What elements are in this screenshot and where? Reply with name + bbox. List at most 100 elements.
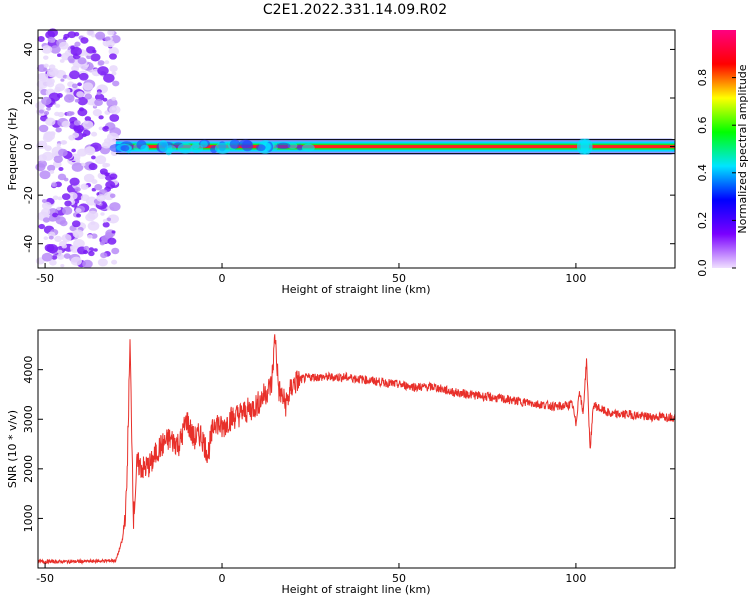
- noise-blob: [41, 252, 53, 262]
- noise-blob: [111, 107, 116, 111]
- noise-blob: [56, 143, 62, 147]
- noise-blob: [36, 79, 49, 89]
- noise-blob: [71, 83, 78, 89]
- noise-blob: [72, 229, 84, 239]
- noise-blob: [41, 96, 52, 106]
- carrier-blob: [301, 143, 315, 152]
- colorbar-tick-label: 0.2: [696, 212, 709, 230]
- noise-blob: [102, 221, 110, 228]
- carrier-blob: [190, 144, 204, 153]
- noise-blob: [111, 230, 116, 234]
- noise-blob: [51, 182, 58, 188]
- noise-blob: [107, 237, 117, 245]
- y-tick-label: 4000: [22, 356, 35, 384]
- carrier-core: [121, 145, 676, 149]
- noise-blob: [54, 86, 62, 93]
- x-tick-label: 100: [565, 572, 586, 585]
- noise-blob: [107, 29, 115, 36]
- colorbar-tick-label: 0.4: [696, 164, 709, 182]
- carrier-blob: [296, 144, 304, 151]
- noise-blob: [56, 206, 62, 211]
- noise-blob: [98, 115, 104, 120]
- noise-blob: [96, 91, 102, 96]
- noise-blob: [56, 253, 65, 260]
- noise-blob: [102, 218, 108, 223]
- noise-blob: [80, 37, 89, 44]
- x-tick-label: 0: [219, 272, 226, 285]
- noise-blob: [109, 193, 116, 198]
- noise-blob: [77, 57, 87, 65]
- noise-blob: [84, 93, 93, 100]
- y-tick-label: 20: [22, 91, 35, 105]
- noise-blob: [105, 180, 116, 189]
- noise-blob: [87, 221, 100, 231]
- noise-blob: [101, 141, 111, 149]
- noise-blob: [109, 53, 117, 60]
- noise-blob: [38, 124, 49, 133]
- y-tick-label: -40: [22, 235, 35, 253]
- noise-blob: [111, 71, 117, 76]
- noise-blob: [90, 53, 101, 62]
- carrier-blob: [200, 140, 208, 148]
- noise-blob: [76, 91, 85, 98]
- y-tick-label: 40: [22, 42, 35, 56]
- noise-blob: [37, 35, 45, 42]
- noise-blob: [57, 173, 67, 181]
- noise-blob: [53, 155, 63, 163]
- noise-blob: [59, 58, 65, 63]
- noise-blob: [61, 233, 72, 242]
- noise-blob: [66, 110, 73, 117]
- noise-blob: [80, 194, 90, 202]
- noise-blob: [47, 231, 56, 238]
- noise-blob: [38, 109, 45, 114]
- noise-blob: [106, 217, 112, 222]
- noise-blob: [43, 110, 50, 116]
- noise-blob: [49, 170, 55, 174]
- noise-blob: [49, 259, 57, 266]
- noise-blob: [57, 196, 63, 201]
- y-tick-label: -20: [22, 186, 35, 204]
- carrier-blob: [580, 138, 593, 155]
- carrier-blob: [287, 142, 298, 149]
- noise-blob: [35, 163, 46, 172]
- noise-blob: [39, 170, 51, 180]
- carrier-blob: [120, 145, 130, 152]
- noise-blob: [42, 151, 54, 161]
- noise-blob: [61, 193, 71, 201]
- noise-blob: [42, 67, 48, 72]
- noise-blob: [74, 186, 81, 192]
- noise-blob: [111, 247, 120, 255]
- colorbar-label: Normalized spectral amplitude: [736, 64, 749, 233]
- noise-blob: [109, 114, 120, 122]
- noise-blob: [50, 45, 61, 54]
- noise-blob: [77, 96, 88, 106]
- noise-blob: [62, 74, 68, 79]
- noise-blob: [60, 78, 65, 82]
- noise-blob: [58, 166, 64, 172]
- noise-blob: [91, 155, 96, 160]
- noise-blob: [96, 194, 106, 202]
- colorbar-ticks: 0.0 0.2 0.4 0.6 0.8: [696, 69, 736, 277]
- noise-blob: [83, 245, 90, 251]
- noise-blob: [97, 258, 108, 267]
- noise-blob: [48, 64, 56, 70]
- noise-blob: [109, 173, 118, 180]
- noise-blob: [80, 63, 89, 70]
- noise-blob: [55, 103, 61, 108]
- noise-blob: [82, 250, 88, 255]
- noise-blob: [102, 97, 108, 102]
- noise-blob: [86, 55, 92, 60]
- noise-blob: [41, 45, 53, 54]
- noise-blob: [86, 46, 96, 54]
- noise-blob: [100, 212, 105, 216]
- colorbar-tick-label: 0.8: [696, 69, 709, 87]
- snr-y-ticks: 1000 2000 3000 4000: [22, 356, 675, 532]
- noise-blob: [103, 125, 109, 130]
- figure-title: C2E1.2022.331.14.09.R02: [263, 2, 447, 18]
- noise-blob: [57, 53, 62, 57]
- noise-blob: [86, 29, 95, 36]
- y-tick-label: 0: [22, 143, 35, 150]
- noise-blob: [38, 223, 45, 230]
- noise-blob: [52, 195, 59, 201]
- snr-x-label: Height of straight line (km): [281, 583, 430, 596]
